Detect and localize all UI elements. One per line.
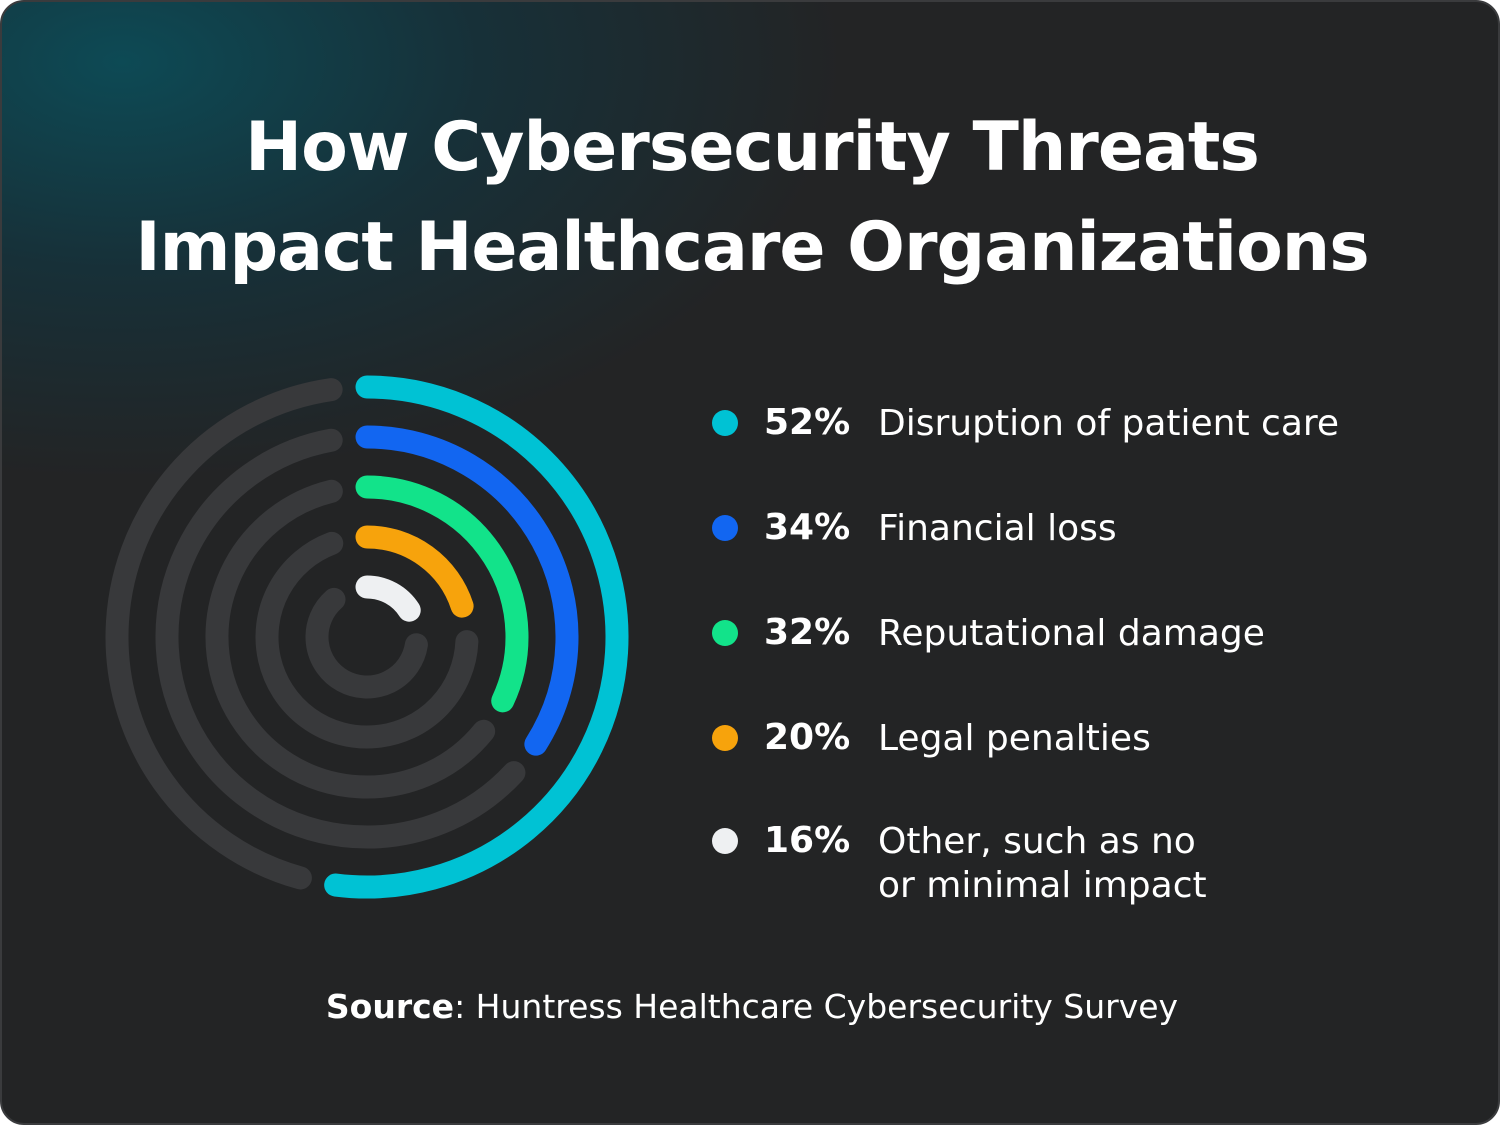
- value-label: 20%: [764, 717, 851, 758]
- category-label: Financial loss: [878, 508, 1117, 549]
- category-label: Other, such as no or minimal impact: [878, 821, 1207, 906]
- value-label: 34%: [764, 507, 851, 548]
- source: Source: Huntress Healthcare Cybersecurit…: [2, 987, 1498, 1026]
- legend-dot: [712, 828, 738, 854]
- radial-chart: [105, 375, 629, 899]
- track: [105, 378, 343, 890]
- legend-dot: [712, 725, 738, 751]
- track: [305, 587, 428, 699]
- track: [255, 531, 479, 749]
- source-label: Source: [325, 987, 455, 1026]
- radial-bar: [355, 425, 579, 756]
- value-label: 32%: [764, 612, 851, 653]
- category-label: Disruption of patient care: [878, 403, 1340, 444]
- legend-dot: [712, 515, 738, 541]
- radial-bar: [355, 525, 474, 618]
- track: [205, 479, 496, 799]
- legend-dot: [712, 620, 738, 646]
- value-label: 52%: [764, 402, 851, 443]
- value-label: 16%: [764, 820, 851, 861]
- radial-bar: [324, 375, 629, 899]
- category-label: Reputational damage: [878, 613, 1265, 654]
- radial-bar: [355, 475, 529, 713]
- source-text: : Huntress Healthcare Cybersecurity Surv…: [454, 987, 1179, 1026]
- track: [155, 428, 526, 849]
- category-label: Legal penalties: [878, 718, 1151, 759]
- chart-title: How Cybersecurity Threats Impact Healthc…: [135, 108, 1369, 287]
- radial-bar: [355, 575, 421, 622]
- legend-dot: [712, 410, 738, 436]
